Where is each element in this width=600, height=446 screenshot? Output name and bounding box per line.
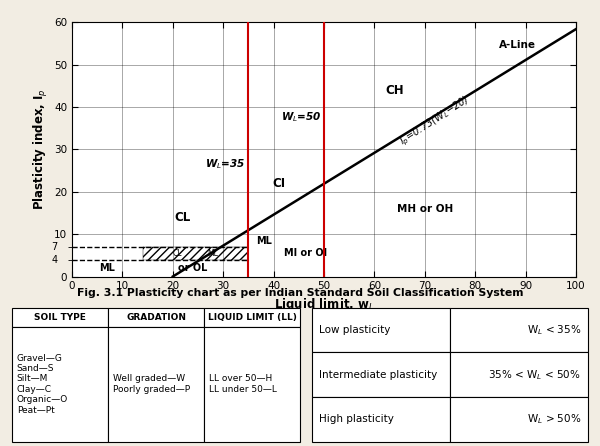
Text: A-Line: A-Line: [499, 40, 536, 50]
Text: CL: CL: [175, 211, 191, 224]
Text: W$_L$=50: W$_L$=50: [281, 110, 322, 124]
Text: 7: 7: [52, 242, 58, 252]
Text: MI or OI: MI or OI: [284, 248, 327, 258]
Text: W$_L$=35: W$_L$=35: [205, 157, 246, 171]
Text: CH: CH: [385, 83, 404, 97]
Text: ML: ML: [100, 263, 115, 273]
Y-axis label: Plasticity index, I$_p$: Plasticity index, I$_p$: [32, 88, 50, 211]
Text: ML: ML: [208, 249, 218, 258]
Text: CL: CL: [173, 249, 182, 258]
Text: CI: CI: [272, 177, 285, 190]
Text: or OL: or OL: [178, 263, 208, 273]
Text: MH or OH: MH or OH: [397, 204, 453, 214]
Text: Fig. 3.1 Plasticity chart as per Indian Standard Soil Classification System: Fig. 3.1 Plasticity chart as per Indian …: [77, 288, 523, 297]
X-axis label: Liquid limit, w$_L$: Liquid limit, w$_L$: [274, 296, 374, 313]
Text: ML: ML: [256, 235, 272, 245]
Text: I$_p$=0.73(W$_L$−20): I$_p$=0.73(W$_L$−20): [397, 94, 473, 149]
Text: 4: 4: [52, 255, 58, 264]
